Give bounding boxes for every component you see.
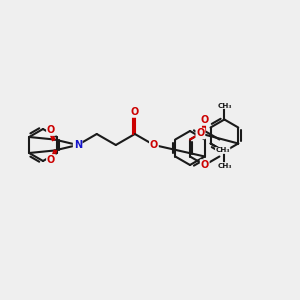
Text: O: O [201,160,209,170]
Text: CH₃: CH₃ [215,148,230,154]
Text: O: O [47,125,55,135]
Text: O: O [196,128,205,139]
Text: O: O [47,155,55,165]
Text: CH₃: CH₃ [217,103,232,109]
Text: O: O [131,107,139,117]
Text: O: O [201,115,209,125]
Text: O: O [150,140,158,150]
Text: N: N [74,140,82,150]
Text: CH₃: CH₃ [217,163,232,169]
